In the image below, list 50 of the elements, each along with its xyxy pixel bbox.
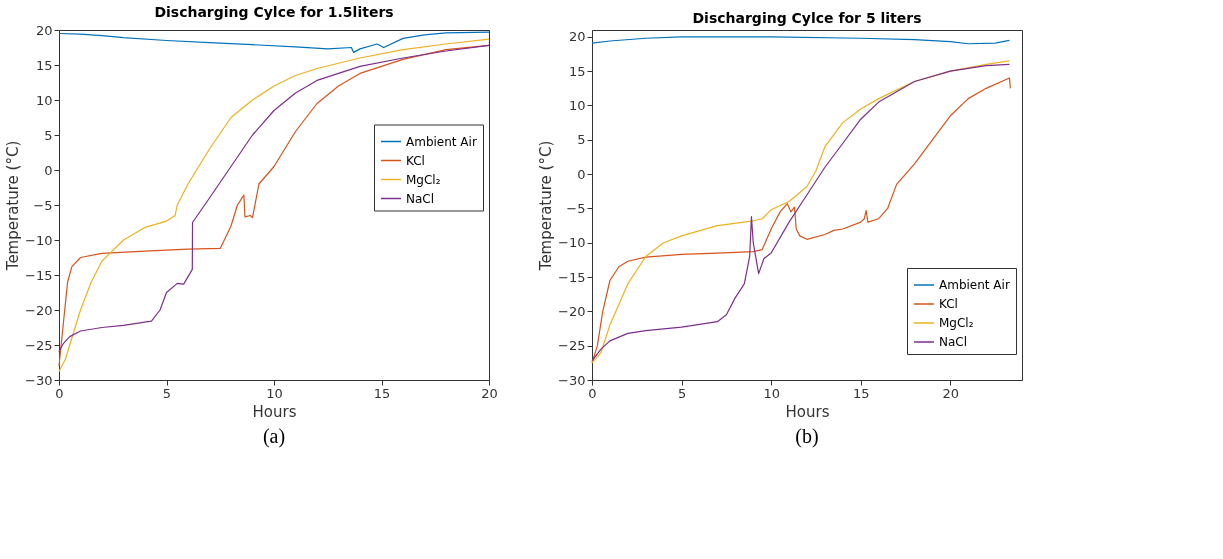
y-tick-label: 5	[577, 132, 586, 148]
y-tick-label: −5	[33, 197, 53, 213]
legend-label: MgCl₂	[939, 316, 974, 330]
legend-label: MgCl₂	[406, 172, 441, 187]
legend-label: KCl	[939, 297, 958, 311]
line-series	[591, 36, 1011, 45]
y-tick-label: −30	[558, 372, 586, 388]
y-tick-label: −10	[558, 235, 586, 251]
y-tick-label: −5	[566, 200, 586, 216]
x-tick-label: 15	[852, 385, 870, 401]
x-tick-label: 0	[55, 385, 64, 401]
y-tick-label: 0	[577, 166, 586, 182]
x-tick-label: 15	[373, 385, 391, 401]
y-axis-title: Temperature (°C)	[537, 140, 556, 272]
y-tick-label: 20	[35, 22, 53, 38]
x-tick-label: 5	[162, 385, 172, 401]
y-tick-label: 15	[568, 63, 586, 79]
y-tick-label: 10	[568, 97, 586, 113]
x-axis-title: Hours	[252, 402, 297, 421]
y-tick-label: 10	[35, 92, 53, 108]
y-tick-label: −15	[558, 269, 586, 285]
y-tick-label: 0	[44, 162, 53, 178]
x-tick-label: 10	[763, 385, 780, 401]
x-tick-label: 20	[942, 385, 960, 401]
y-tick-label: 20	[568, 29, 586, 45]
y-tick-label: −20	[25, 302, 53, 318]
chart-title: Discharging Cylce for 1.5liters	[154, 4, 394, 20]
y-tick-label: −15	[25, 267, 53, 283]
x-tick-label: 10	[266, 385, 283, 401]
text: (a)	[262, 425, 286, 448]
y-tick-label: −25	[558, 338, 586, 354]
x-tick-label: 0	[588, 385, 597, 401]
x-axis-title: Hours	[785, 402, 830, 421]
legend-label: Ambient Air	[939, 278, 1010, 292]
y-tick-label: −20	[558, 303, 586, 319]
x-tick-label: 5	[677, 385, 687, 401]
y-tick-label: −30	[25, 372, 53, 388]
y-axis-title: Temperature (°C)	[4, 140, 23, 272]
legend-label: NaCl	[406, 191, 435, 206]
line-series	[58, 31, 490, 53]
y-tick-label: 15	[35, 57, 53, 73]
x-tick-label: 20	[481, 385, 498, 401]
y-tick-label: 5	[44, 127, 53, 143]
text: (b)	[795, 425, 819, 448]
legend-label: NaCl	[939, 335, 968, 349]
y-tick-label: −10	[25, 232, 53, 248]
legend-label: KCl	[406, 153, 425, 168]
legend-label: Ambient Air	[406, 134, 477, 149]
y-tick-label: −25	[25, 337, 53, 353]
chart-title: Discharging Cylce for 5 liters	[692, 10, 922, 26]
